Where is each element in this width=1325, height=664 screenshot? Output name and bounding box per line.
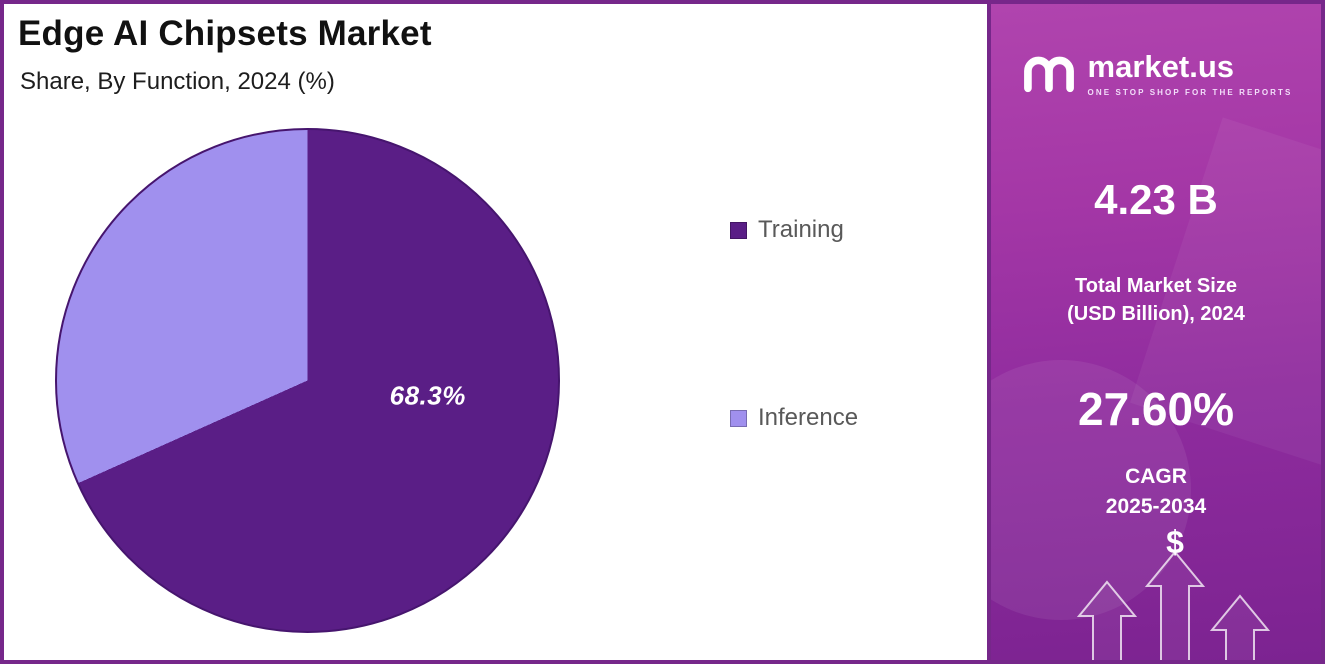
chart-subtitle: Share, By Function, 2024 (%) — [20, 68, 335, 95]
pie-chart: 68.3% — [55, 128, 560, 633]
legend-label-inference: Inference — [758, 404, 859, 431]
chart-area: Edge AI Chipsets Market Share, By Functi… — [4, 4, 987, 660]
brand-logo: market.us ONE STOP SHOP FOR THE REPORTS — [991, 48, 1321, 99]
market-size-label: Total Market Size (USD Billion), 2024 — [991, 272, 1321, 328]
legend-swatch-training — [730, 221, 747, 239]
cagr-label: CAGR — [1125, 465, 1187, 488]
logo-tagline: ONE STOP SHOP FOR THE REPORTS — [1087, 87, 1293, 97]
decorative-circle — [991, 360, 1191, 620]
cagr-label-block: CAGR 2025-2034 — [991, 462, 1321, 523]
market-size-label-line1: Total Market Size — [1075, 275, 1237, 297]
dollar-icon: $ — [1166, 524, 1184, 560]
chart-title: Edge AI Chipsets Market — [18, 14, 432, 53]
stats-sidebar: market.us ONE STOP SHOP FOR THE REPORTS … — [987, 4, 1321, 660]
legend-item-training: Training — [730, 216, 858, 244]
growth-arrows-icon — [1076, 550, 1271, 660]
legend-label-training: Training — [758, 216, 844, 243]
market-us-logo-icon — [1020, 48, 1078, 99]
market-size-label-line2: (USD Billion), 2024 — [1067, 303, 1245, 325]
legend-item-inference: Inference — [730, 404, 858, 432]
legend-swatch-inference — [730, 409, 747, 427]
logo-text: market.us — [1087, 48, 1234, 84]
logo-text-block: market.us ONE STOP SHOP FOR THE REPORTS — [1088, 51, 1293, 97]
chart-legend: Training Inference — [730, 216, 858, 432]
market-size-value: 4.23 B — [1094, 176, 1218, 223]
pie-slice-data-label: 68.3% — [389, 380, 466, 411]
cagr-value: 27.60% — [1077, 383, 1234, 435]
cagr-period: 2025-2034 — [1105, 495, 1207, 519]
